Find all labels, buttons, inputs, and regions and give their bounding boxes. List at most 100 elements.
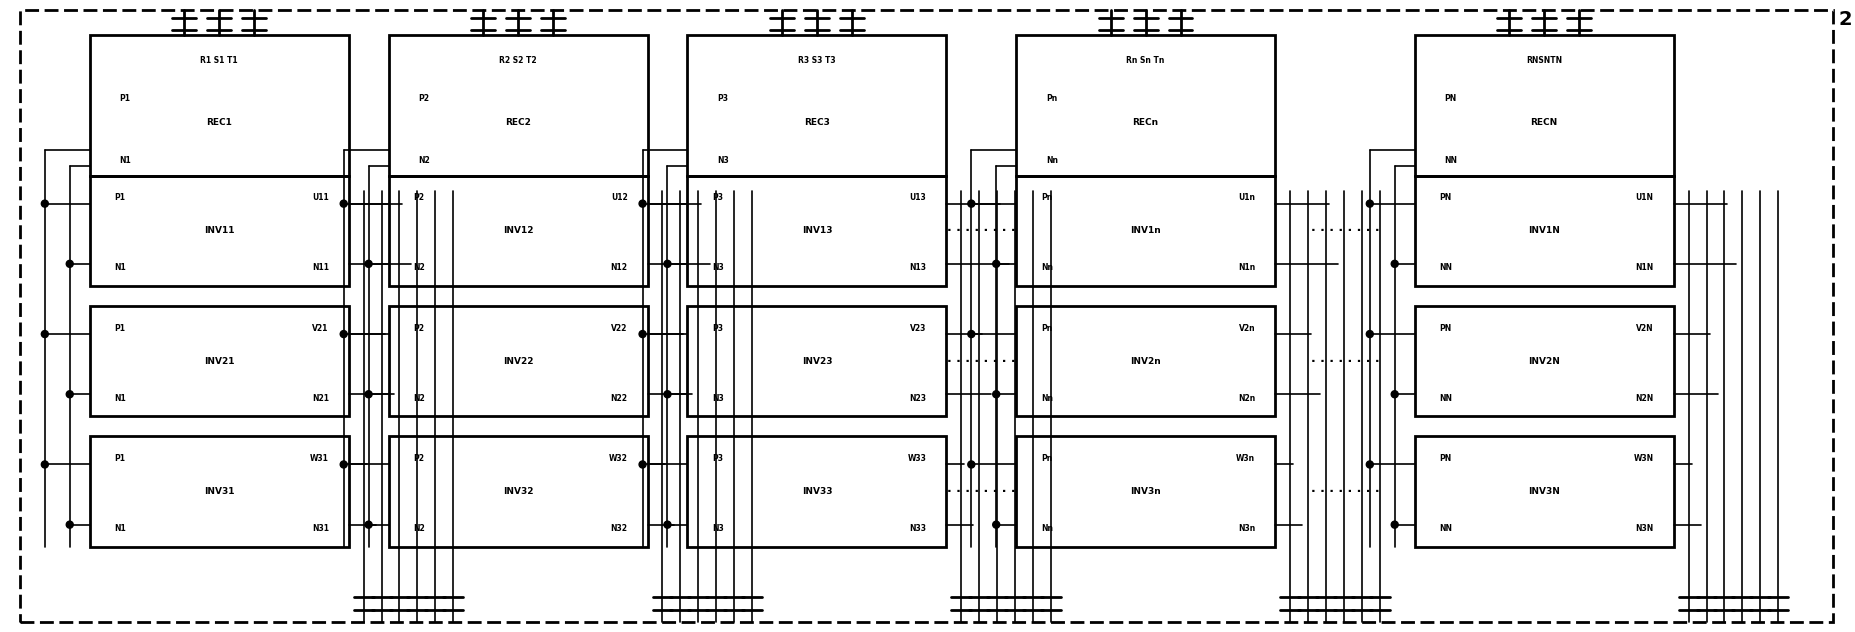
Text: N1: N1 (119, 156, 132, 165)
Text: N1: N1 (115, 524, 126, 533)
Circle shape (968, 200, 974, 207)
Text: · · · · · · · ·: · · · · · · · · (1311, 485, 1380, 498)
Text: RECn: RECn (1133, 118, 1159, 126)
Circle shape (365, 260, 373, 267)
Text: PN: PN (1439, 193, 1452, 202)
Text: RECN: RECN (1530, 118, 1558, 126)
Text: NN: NN (1439, 524, 1452, 533)
Text: W33: W33 (907, 454, 926, 463)
Text: N2: N2 (419, 156, 430, 165)
Circle shape (664, 521, 672, 528)
Circle shape (67, 391, 72, 398)
Text: P2: P2 (419, 94, 429, 103)
Circle shape (640, 331, 646, 337)
Text: REC3: REC3 (803, 118, 829, 126)
Bar (1415, 306, 1673, 416)
Text: · · · · · · · ·: · · · · · · · · (1311, 224, 1380, 237)
Text: W31: W31 (310, 454, 328, 463)
Text: P1: P1 (115, 454, 126, 463)
Text: W32: W32 (608, 454, 627, 463)
Text: N31: N31 (312, 524, 328, 533)
Bar (688, 436, 946, 547)
Text: INV32: INV32 (503, 487, 532, 496)
Circle shape (664, 260, 672, 267)
Text: N3: N3 (712, 394, 723, 403)
Text: R1 S1 T1: R1 S1 T1 (200, 56, 237, 64)
Text: INV1N: INV1N (1529, 226, 1560, 235)
Text: INV1n: INV1n (1130, 226, 1161, 235)
Text: N13: N13 (909, 264, 926, 272)
Text: N2: N2 (414, 524, 425, 533)
Circle shape (1367, 461, 1373, 468)
Text: INV2n: INV2n (1130, 356, 1161, 366)
Text: · · · · · · · ·: · · · · · · · · (946, 485, 1015, 498)
Text: · · · · · · · ·: · · · · · · · · (946, 224, 1015, 237)
Circle shape (339, 200, 347, 207)
Circle shape (365, 521, 373, 528)
Text: N1: N1 (115, 394, 126, 403)
Text: · · · · · · · ·: · · · · · · · · (1311, 355, 1380, 368)
Text: N33: N33 (909, 524, 926, 533)
Text: N23: N23 (909, 394, 926, 403)
Circle shape (640, 461, 646, 468)
Text: NN: NN (1439, 264, 1452, 272)
Text: P3: P3 (712, 193, 723, 202)
Text: V21: V21 (312, 324, 328, 332)
Text: N32: N32 (610, 524, 627, 533)
Text: P3: P3 (712, 324, 723, 332)
Text: PN: PN (1439, 324, 1452, 332)
Text: Pn: Pn (1041, 454, 1052, 463)
Text: RNSNTN: RNSNTN (1527, 56, 1562, 64)
Bar (1415, 35, 1673, 176)
Text: 2: 2 (1838, 10, 1851, 29)
Text: P2: P2 (414, 454, 425, 463)
Text: INV33: INV33 (801, 487, 833, 496)
Text: V2N: V2N (1636, 324, 1653, 332)
Text: R3 S3 T3: R3 S3 T3 (798, 56, 837, 64)
Text: INV13: INV13 (801, 226, 833, 235)
Text: N2n: N2n (1237, 394, 1256, 403)
Text: NN: NN (1445, 156, 1458, 165)
Text: Pn: Pn (1041, 193, 1052, 202)
Text: INV23: INV23 (801, 356, 833, 366)
Text: Pn: Pn (1041, 324, 1052, 332)
Text: N2N: N2N (1636, 394, 1653, 403)
Circle shape (992, 260, 1000, 267)
Circle shape (664, 391, 672, 398)
Text: N11: N11 (312, 264, 328, 272)
Circle shape (41, 461, 48, 468)
Bar (388, 35, 647, 176)
Circle shape (1391, 391, 1399, 398)
Text: P2: P2 (414, 193, 425, 202)
Text: N3: N3 (712, 524, 723, 533)
Text: NN: NN (1439, 394, 1452, 403)
Text: REC1: REC1 (206, 118, 232, 126)
Circle shape (339, 331, 347, 337)
Text: Pn: Pn (1046, 94, 1057, 103)
Text: INV3N: INV3N (1529, 487, 1560, 496)
Text: N3: N3 (712, 264, 723, 272)
Bar (1017, 436, 1274, 547)
Text: Nn: Nn (1041, 524, 1054, 533)
Bar (89, 35, 349, 176)
Bar (1017, 176, 1274, 286)
Text: PN: PN (1439, 454, 1452, 463)
Text: INV12: INV12 (503, 226, 532, 235)
Text: P3: P3 (718, 94, 729, 103)
Text: U12: U12 (610, 193, 627, 202)
Text: U13: U13 (909, 193, 926, 202)
Text: V23: V23 (911, 324, 926, 332)
Text: N3n: N3n (1237, 524, 1256, 533)
Text: N1N: N1N (1636, 264, 1653, 272)
Text: INV22: INV22 (503, 356, 532, 366)
Circle shape (1367, 331, 1373, 337)
Text: N1n: N1n (1237, 264, 1256, 272)
Circle shape (365, 391, 373, 398)
Text: Rn Sn Tn: Rn Sn Tn (1126, 56, 1165, 64)
Text: INV31: INV31 (204, 487, 234, 496)
Bar (89, 176, 349, 286)
Text: U1n: U1n (1239, 193, 1256, 202)
Text: N2: N2 (414, 264, 425, 272)
Text: R2 S2 T2: R2 S2 T2 (499, 56, 536, 64)
Circle shape (992, 391, 1000, 398)
